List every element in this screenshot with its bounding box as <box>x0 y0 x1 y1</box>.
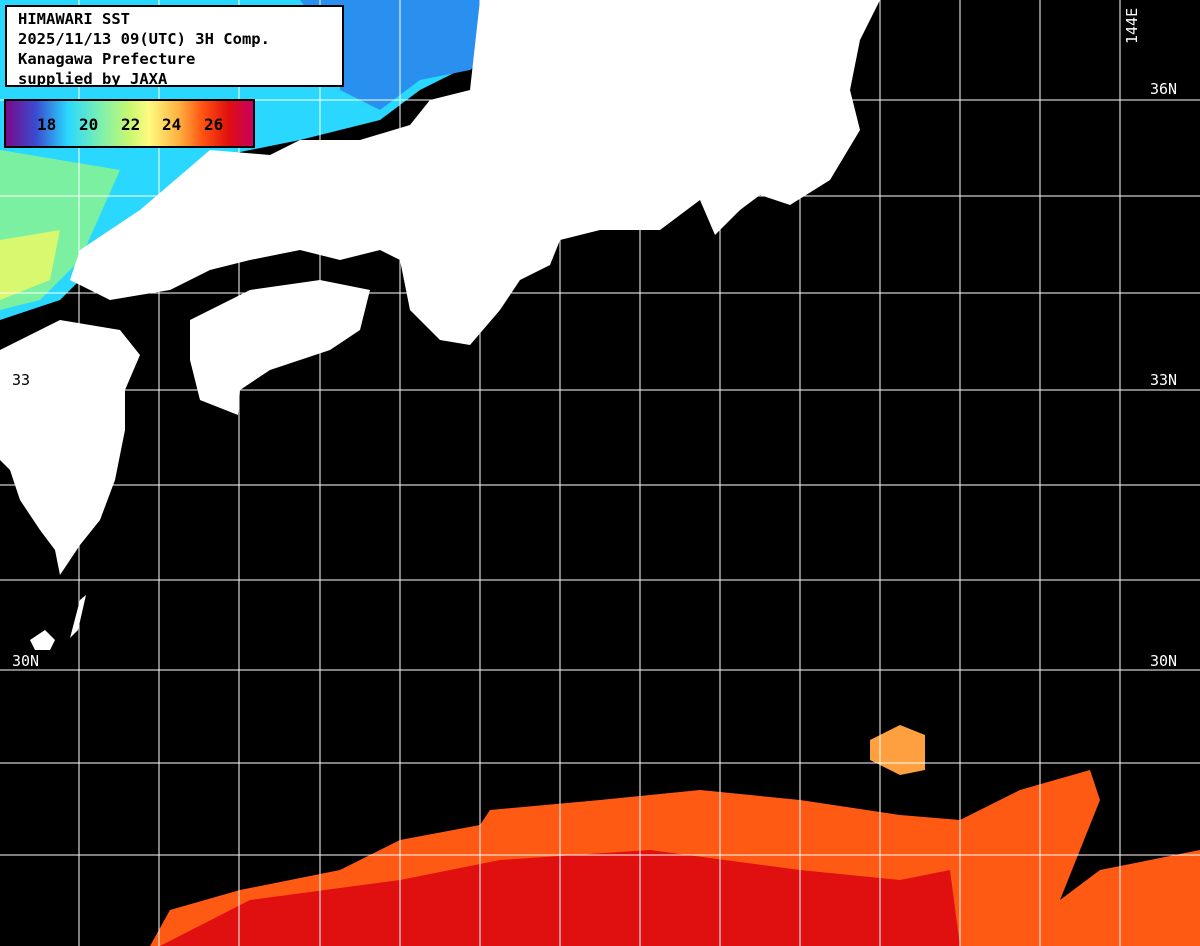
lon-label-136e: 136E <box>483 7 501 44</box>
legend-tick-22: 22 <box>121 115 141 134</box>
land-kyushu <box>0 320 140 575</box>
region-label: Kanagawa Prefecture <box>18 50 196 68</box>
lat-label-30n-left: 30N <box>12 652 40 670</box>
legend-tick-26: 26 <box>204 115 224 134</box>
lat-label-30n: 30N <box>1150 652 1178 670</box>
datetime-label: 2025/11/13 09(UTC) 3H Comp. <box>18 30 270 48</box>
title-box: HIMAWARI SST 2025/11/13 09(UTC) 3H Comp.… <box>5 5 344 88</box>
sst-yellow-region <box>0 230 60 300</box>
sst-warm-patch <box>870 725 925 775</box>
land-yakushima <box>30 630 55 650</box>
product-title: HIMAWARI SST <box>18 10 130 28</box>
lat-label-33n: 33N <box>1150 371 1178 389</box>
land-shikoku <box>190 280 370 415</box>
legend-tick-18: 18 <box>37 115 57 134</box>
land-honshu <box>70 0 880 345</box>
lon-label-144e: 144E <box>1123 7 1141 44</box>
lat-label-33-left: 33 <box>12 371 31 389</box>
source-label: supplied by JAXA <box>18 70 168 88</box>
land-tanegashima <box>70 595 86 638</box>
lat-label-36n: 36N <box>1150 80 1178 98</box>
legend-tick-24: 24 <box>162 115 182 134</box>
color-scale-legend: 18 20 22 24 26 <box>4 99 255 148</box>
legend-tick-20: 20 <box>79 115 99 134</box>
